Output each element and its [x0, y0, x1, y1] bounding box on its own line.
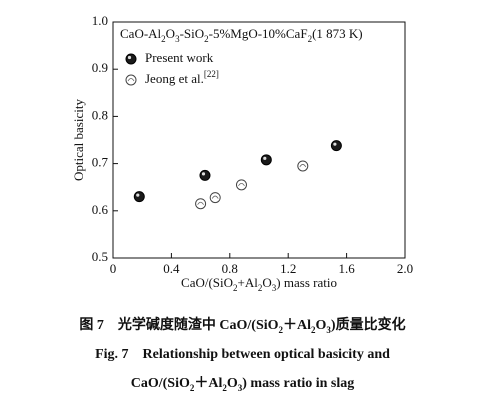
- highlight: [201, 172, 206, 176]
- highlight: [136, 193, 140, 197]
- annotation: CaO-Al2O3-SiO2-5%MgO-10%CaF2(1 873 K): [120, 26, 363, 44]
- point: [297, 160, 309, 172]
- x-tick-label: 0.8: [222, 261, 238, 276]
- hatch: [211, 195, 219, 199]
- chart: CaO-Al2O3-SiO2-5%MgO-10%CaF2(1 873 K) Ca…: [71, 13, 413, 293]
- caption-en: Fig. 7 Relationship between optical basi…: [95, 347, 390, 362]
- y-tick-label: 0.7: [92, 155, 109, 170]
- point: [209, 192, 221, 204]
- y-tick-label: 0.6: [92, 202, 109, 217]
- y-tick-label: 0.9: [92, 60, 108, 75]
- legend-marker: [125, 53, 137, 65]
- x-tick-label: 0: [110, 261, 117, 276]
- point: [260, 154, 272, 166]
- point: [330, 140, 342, 152]
- point: [133, 191, 145, 203]
- y-tick-label: 0.8: [92, 107, 108, 122]
- hatch: [127, 78, 135, 82]
- highlight: [333, 142, 337, 146]
- x-tick-label: 1.2: [280, 261, 296, 276]
- hatch: [299, 164, 307, 168]
- hatch: [197, 201, 204, 205]
- point: [199, 169, 211, 181]
- point: [235, 179, 247, 191]
- legend-label: Present work: [145, 50, 214, 65]
- y-tick-label: 1.0: [92, 13, 108, 28]
- point: [195, 198, 207, 210]
- plot-frame: [112, 21, 406, 259]
- x-tick-label: 0.4: [163, 261, 180, 276]
- x-tick-label: 1.6: [338, 261, 355, 276]
- legend-marker: [125, 74, 137, 86]
- highlight: [127, 55, 132, 60]
- caption-cn: 图 7 光学碱度随渣中 CaO/(SiO2＋Al2O3)质量比变化: [79, 318, 406, 335]
- y-axis-label: Optical basicity: [71, 99, 86, 181]
- x-tick-label: 2.0: [397, 261, 413, 276]
- highlight: [263, 156, 267, 160]
- y-tick-label: 0.5: [92, 249, 108, 264]
- hatch: [238, 182, 245, 187]
- x-axis-label: CaO/(SiO2+Al2O3) mass ratio: [181, 275, 337, 293]
- legend-label: Jeong et al.[22]: [145, 69, 219, 86]
- caption-en: CaO/(SiO2＋Al2O3) mass ratio in slag: [130, 376, 355, 393]
